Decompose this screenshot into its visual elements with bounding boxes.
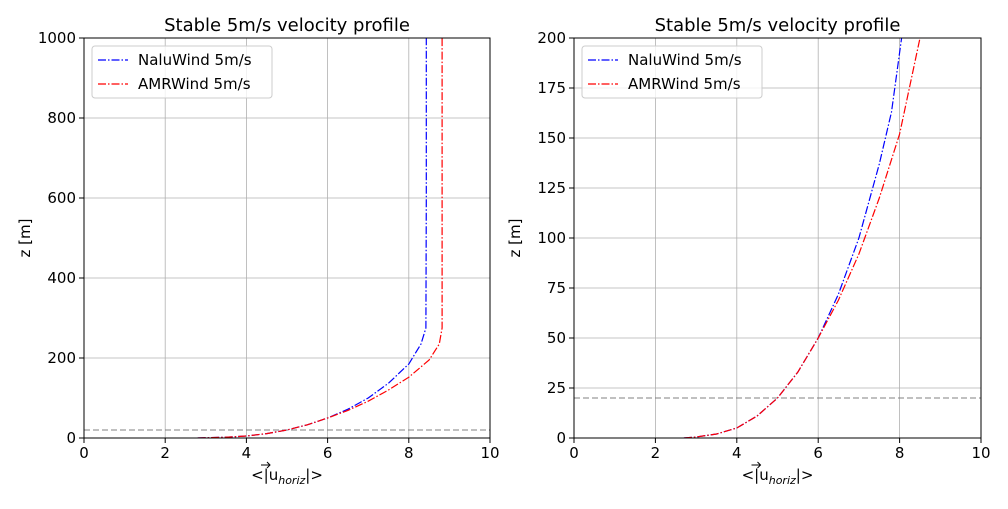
legend: NaluWind 5m/s AMRWind 5m/s <box>581 45 763 99</box>
x-tick-label: 6 <box>323 444 333 462</box>
y-tick-label: 600 <box>47 189 76 207</box>
subplot-1: 0 2 4 6 8 10 0 200 400 600 800 1000 Stable 5m/s velo… <box>16 15 500 487</box>
x-axis-label-subscript: horiz <box>769 474 796 487</box>
legend-box <box>581 45 763 99</box>
legend: NaluWind 5m/s AMRWind 5m/s <box>91 45 273 99</box>
y-tick-label: 0 <box>66 429 76 447</box>
x-tick-label: 8 <box>895 444 905 462</box>
x-axis-label: <|uhoriz|> <box>251 466 323 487</box>
series-line-2 <box>197 38 443 438</box>
x-axis-label-end: |> <box>305 466 323 484</box>
series-line-2 <box>683 38 921 438</box>
x-axis-label-subscript: horiz <box>278 474 305 487</box>
y-tick-label: 1000 <box>38 29 76 47</box>
legend-entry: NaluWind 5m/s <box>628 51 742 69</box>
x-tick-label: 10 <box>971 444 990 462</box>
x-tick-label: 0 <box>79 444 89 462</box>
y-tick-label: 0 <box>556 429 566 447</box>
legend-entry: NaluWind 5m/s <box>138 51 252 69</box>
y-tick-label: 200 <box>47 349 76 367</box>
vector-arrow-icon <box>751 461 762 469</box>
legend-box <box>91 45 273 99</box>
y-tick-label: 400 <box>47 269 76 287</box>
y-tick-label: 100 <box>537 229 566 247</box>
x-axis-label-main: <|u <box>251 466 278 484</box>
x-axis-label-end: |> <box>796 466 814 484</box>
x-tick-label: 0 <box>569 444 579 462</box>
x-tick-label: 10 <box>480 444 499 462</box>
x-axis-label-main: <|u <box>742 466 769 484</box>
y-tick-label: 150 <box>537 129 566 147</box>
legend-entry: AMRWind 5m/s <box>138 75 251 93</box>
legend-entry: AMRWind 5m/s <box>628 75 741 93</box>
x-tick-label: 2 <box>160 444 170 462</box>
vector-arrow-icon <box>261 461 271 469</box>
y-tick-label: 125 <box>537 179 566 197</box>
chart-title: Stable 5m/s velocity profile <box>655 15 901 36</box>
chart-title: Stable 5m/s velocity profile <box>164 15 410 36</box>
axes-frame <box>83 37 491 439</box>
y-tick-label: 200 <box>537 29 566 47</box>
y-tick-label: 800 <box>47 109 76 127</box>
y-tick-label: 75 <box>547 279 566 297</box>
x-tick-label: 6 <box>813 444 823 462</box>
y-tick-label: 175 <box>537 79 566 97</box>
y-tick-label: 25 <box>547 379 566 397</box>
x-tick-label: 4 <box>732 444 742 462</box>
x-tick-label: 4 <box>242 444 252 462</box>
y-axis-label: z [m] <box>506 219 524 258</box>
x-tick-label: 8 <box>404 444 414 462</box>
x-tick-label: 2 <box>651 444 661 462</box>
y-tick-label: 50 <box>547 329 566 347</box>
y-axis-label: z [m] <box>16 219 34 258</box>
x-axis-label: <|uhoriz|> <box>742 466 814 487</box>
